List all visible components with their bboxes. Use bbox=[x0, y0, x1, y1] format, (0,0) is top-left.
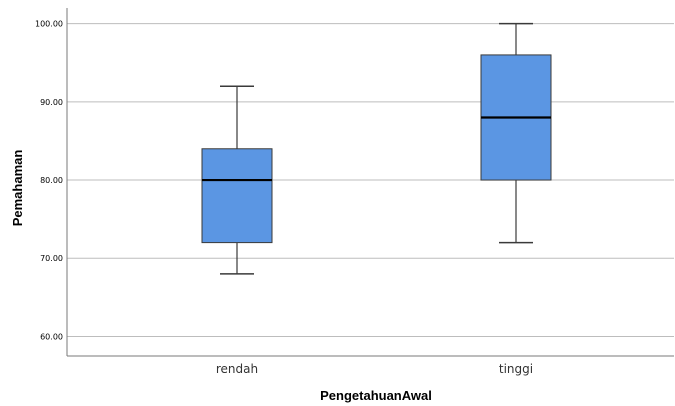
boxes bbox=[201, 22, 552, 275]
y-axis-title: Pemahaman bbox=[10, 150, 25, 227]
y-tick-label: 60.00 bbox=[40, 332, 63, 341]
y-tick-label: 70.00 bbox=[40, 254, 63, 263]
box-rendah bbox=[201, 85, 273, 275]
x-axis-title: PengetahuanAwal bbox=[320, 388, 432, 403]
y-tick-labels: 60.00 70.00 80.00 90.00 100.00 bbox=[35, 20, 63, 342]
iqr-box bbox=[201, 148, 273, 244]
x-category-label: rendah bbox=[216, 362, 258, 376]
y-tick-label: 90.00 bbox=[40, 98, 63, 107]
y-tick-label: 100.00 bbox=[35, 20, 63, 29]
box-tinggi bbox=[480, 22, 552, 244]
axes bbox=[66, 8, 674, 357]
gridlines bbox=[67, 23, 674, 337]
x-category-label: tinggi bbox=[499, 362, 533, 376]
y-tick-label: 80.00 bbox=[40, 176, 63, 185]
x-category-labels: rendah tinggi bbox=[216, 362, 533, 376]
